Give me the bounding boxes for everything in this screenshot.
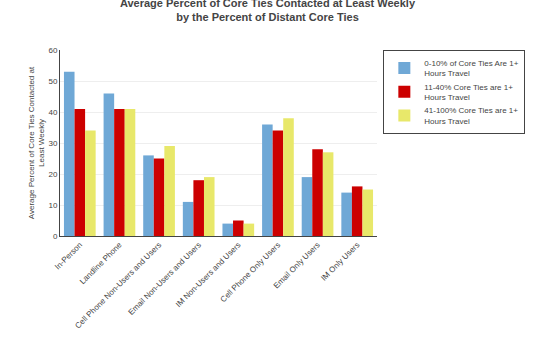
- svg-text:Cell Phone Only Users: Cell Phone Only Users: [219, 240, 283, 304]
- svg-text:In-Person: In-Person: [53, 240, 84, 271]
- svg-text:41-100% Core Ties are 1+Hours: 41-100% Core Ties are 1+Hours Travel: [424, 106, 518, 125]
- svg-text:60: 60: [48, 46, 57, 55]
- svg-text:30: 30: [48, 139, 57, 148]
- svg-text:20: 20: [48, 170, 57, 179]
- svg-text:IM Only Users: IM Only Users: [319, 240, 361, 282]
- svg-text:Average Percent of Core Ties C: Average Percent of Core Ties Contacted a…: [27, 66, 46, 219]
- svg-text:Landline Phone: Landline Phone: [78, 240, 124, 286]
- svg-text:Email Only Users: Email Only Users: [272, 240, 322, 290]
- svg-text:Average Percent of Core Ties C: Average Percent of Core Ties Contacted a…: [120, 0, 416, 23]
- svg-text:IM Non-Users and Users: IM Non-Users and Users: [174, 240, 243, 309]
- svg-text:Cell Phone Non-Users and Users: Cell Phone Non-Users and Users: [73, 240, 163, 330]
- svg-text:50: 50: [48, 77, 57, 86]
- svg-text:Email Non-Users and Users: Email Non-Users and Users: [126, 240, 202, 316]
- svg-text:10: 10: [48, 201, 57, 210]
- svg-text:0: 0: [53, 232, 58, 241]
- svg-text:0-10% of Core Ties Are 1+Hours: 0-10% of Core Ties Are 1+Hours Travel: [424, 59, 518, 78]
- svg-text:40: 40: [48, 108, 57, 117]
- svg-text:11-40% Core Ties are 1+Hours T: 11-40% Core Ties are 1+Hours Travel: [424, 83, 513, 102]
